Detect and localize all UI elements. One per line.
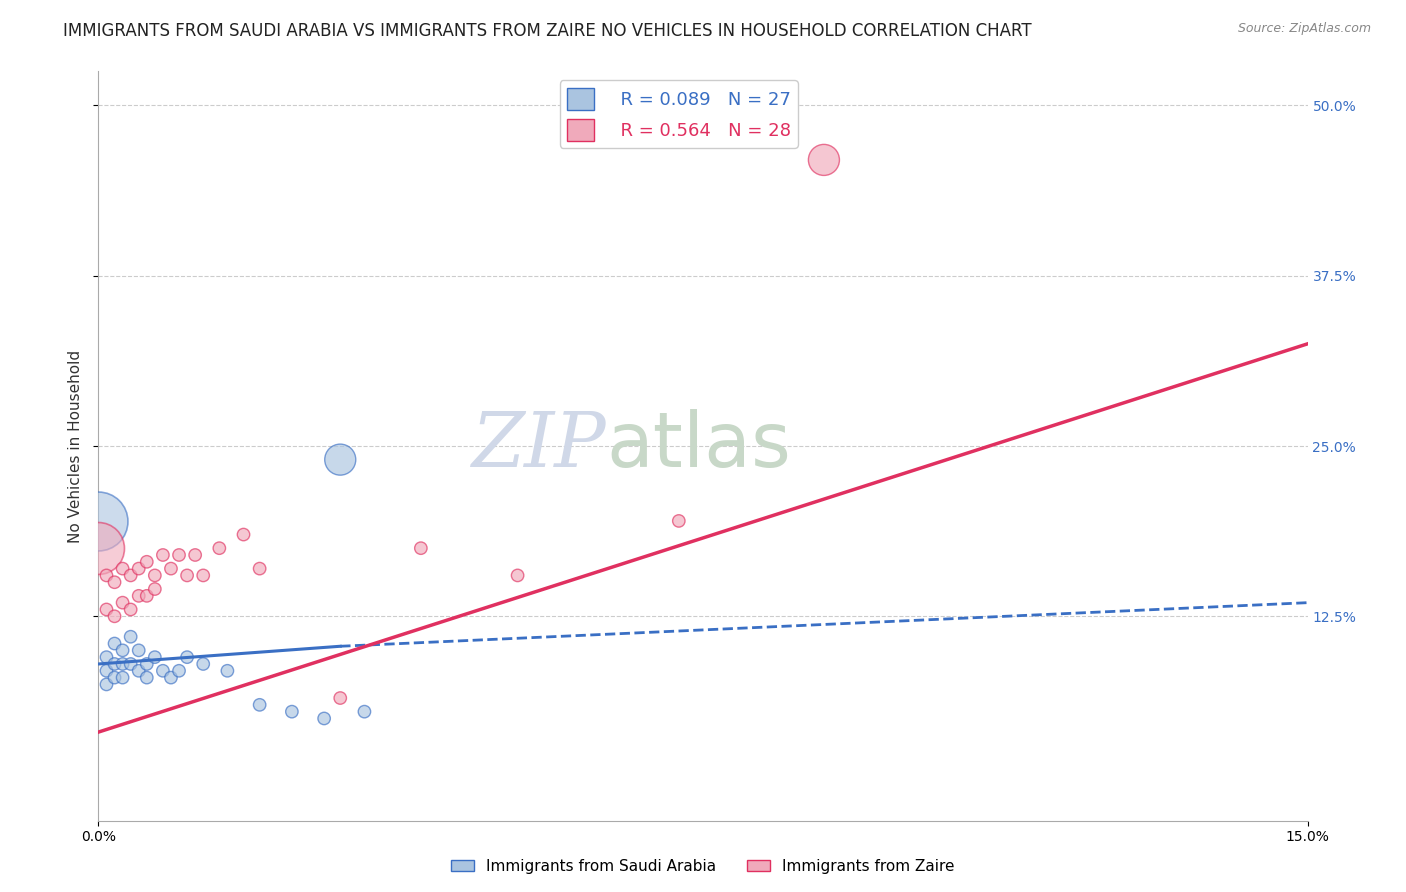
Point	[217, 664, 239, 678]
Point	[184, 548, 207, 562]
Point	[193, 657, 215, 671]
Point	[135, 589, 157, 603]
Point	[128, 664, 150, 678]
Point	[111, 671, 134, 685]
Point	[96, 664, 118, 678]
Point	[96, 602, 118, 616]
Text: ZIP: ZIP	[471, 409, 606, 483]
Point	[176, 650, 198, 665]
Point	[329, 452, 352, 467]
Point	[87, 541, 110, 556]
Point	[111, 643, 134, 657]
Text: atlas: atlas	[606, 409, 792, 483]
Point	[409, 541, 432, 556]
Point	[143, 582, 166, 596]
Y-axis label: No Vehicles in Household: No Vehicles in Household	[67, 350, 83, 542]
Point	[160, 561, 183, 575]
Legend:   R = 0.089   N = 27,   R = 0.564   N = 28: R = 0.089 N = 27, R = 0.564 N = 28	[560, 80, 797, 148]
Point	[281, 705, 304, 719]
Text: IMMIGRANTS FROM SAUDI ARABIA VS IMMIGRANTS FROM ZAIRE NO VEHICLES IN HOUSEHOLD C: IMMIGRANTS FROM SAUDI ARABIA VS IMMIGRAN…	[63, 22, 1032, 40]
Point	[167, 548, 190, 562]
Point	[111, 596, 134, 610]
Point	[160, 671, 183, 685]
Text: Source: ZipAtlas.com: Source: ZipAtlas.com	[1237, 22, 1371, 36]
Point	[152, 548, 174, 562]
Point	[128, 561, 150, 575]
Point	[208, 541, 231, 556]
Point	[143, 568, 166, 582]
Point	[135, 555, 157, 569]
Point	[111, 657, 134, 671]
Point	[143, 650, 166, 665]
Point	[813, 153, 835, 167]
Point	[249, 561, 271, 575]
Point	[120, 602, 142, 616]
Point	[103, 609, 125, 624]
Point	[103, 657, 125, 671]
Point	[167, 664, 190, 678]
Point	[152, 664, 174, 678]
Point	[193, 568, 215, 582]
Point	[135, 671, 157, 685]
Point	[120, 568, 142, 582]
Legend: Immigrants from Saudi Arabia, Immigrants from Zaire: Immigrants from Saudi Arabia, Immigrants…	[446, 853, 960, 880]
Point	[506, 568, 529, 582]
Point	[176, 568, 198, 582]
Point	[87, 514, 110, 528]
Point	[120, 657, 142, 671]
Point	[103, 575, 125, 590]
Point	[103, 636, 125, 650]
Point	[96, 568, 118, 582]
Point	[128, 589, 150, 603]
Point	[128, 643, 150, 657]
Point	[329, 691, 352, 706]
Point	[96, 650, 118, 665]
Point	[111, 561, 134, 575]
Point	[249, 698, 271, 712]
Point	[103, 671, 125, 685]
Point	[135, 657, 157, 671]
Point	[232, 527, 254, 541]
Point	[120, 630, 142, 644]
Point	[314, 711, 336, 725]
Point	[353, 705, 375, 719]
Point	[96, 677, 118, 691]
Point	[668, 514, 690, 528]
